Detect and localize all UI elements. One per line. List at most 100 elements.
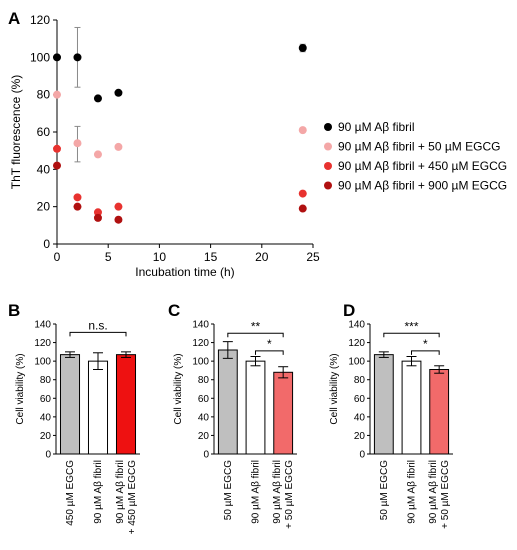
a-y-tick-label: 100 — [30, 50, 50, 64]
panel-label-c: C — [168, 301, 180, 320]
a-point-series-0 — [93, 94, 102, 103]
a-point-series-3 — [114, 215, 123, 224]
a-x-axis-label: Incubation time (h) — [135, 265, 234, 279]
b-y-tick-label: 0 — [45, 450, 51, 461]
d-significance-label-1: * — [423, 337, 428, 351]
a-point-series-3 — [298, 204, 307, 213]
a-legend-label-1: 90 µM Aβ fibril + 50 µM EGCG — [338, 140, 500, 154]
a-x-tick-label: 5 — [105, 250, 112, 264]
c-y-tick-label: 120 — [192, 338, 209, 349]
d-x-tick-label-line2: + 50 µM EGCG — [440, 460, 451, 529]
b-bar-0 — [59, 354, 81, 455]
a-point-series-1 — [73, 139, 82, 148]
a-y-axis-label: ThT fluorescence (%) — [9, 75, 23, 190]
d-y-tick-label: 140 — [348, 320, 365, 331]
b-y-tick-label: 120 — [34, 338, 51, 349]
d-y-tick-label: 60 — [354, 394, 366, 405]
panel-label-b: B — [8, 301, 20, 320]
a-legend-marker-2 — [324, 162, 332, 170]
a-x-tick-label: 10 — [153, 250, 167, 264]
d-x-tick-label-1: 90 µM Aβ fibril — [407, 460, 418, 524]
a-y-tick-label: 120 — [30, 13, 50, 27]
c-y-tick-label: 140 — [192, 320, 209, 331]
d-y-tick-label: 120 — [348, 338, 365, 349]
c-y-tick-label: 20 — [198, 431, 210, 442]
c-bar-2 — [273, 371, 294, 455]
c-bar-1 — [245, 360, 266, 455]
c-bar-0 — [217, 349, 238, 455]
c-y-tick-label: 60 — [198, 394, 210, 405]
c-y-tick-label: 40 — [198, 412, 210, 423]
b-significance-label-0: n.s. — [88, 318, 107, 332]
b-y-tick-label: 140 — [34, 320, 51, 331]
b-x-tick-label-2: 90 µM Aβ fibril+ 450 µM EGCG — [115, 460, 138, 535]
a-point-series-0 — [298, 44, 307, 52]
b-x-tick-label-line1: 90 µM Aβ fibril — [115, 460, 126, 524]
a-point-series-1 — [114, 142, 123, 151]
c-y-axis-label: Cell viability (%) — [173, 353, 184, 424]
a-legend-marker-3 — [324, 181, 332, 190]
b-x-tick-label-0: 450 µM EGCG — [65, 460, 76, 526]
d-bar-1 — [401, 360, 422, 455]
a-x-tick-label: 20 — [255, 250, 269, 264]
d-significance-bracket-1 — [411, 350, 440, 355]
a-point-series-1 — [93, 150, 102, 159]
d-x-tick-label-2: 90 µM Aβ fibril+ 50 µM EGCG — [428, 460, 451, 529]
d-bar-2 — [429, 369, 450, 455]
c-significance-bracket-0 — [227, 332, 284, 338]
c-x-tick-label-0: 50 µM EGCG — [223, 460, 234, 520]
a-point-series-0 — [53, 53, 61, 62]
a-point-series-3 — [93, 213, 102, 222]
c-significance-label-0: ** — [251, 319, 261, 333]
a-legend-marker-0 — [324, 123, 332, 131]
d-x-tick-label-0: 50 µM EGCG — [379, 460, 390, 520]
c-x-tick-label-2: 90 µM Aβ fibril+ 50 µM EGCG — [272, 460, 295, 529]
d-y-tick-label: 40 — [354, 412, 366, 423]
b-y-tick-label: 20 — [40, 431, 52, 442]
a-x-tick-label: 0 — [54, 250, 61, 264]
a-legend-label-3: 90 µM Aβ fibril + 900 µM EGCG — [338, 179, 507, 193]
d-y-tick-label: 80 — [354, 375, 366, 386]
b-bar-2 — [115, 354, 137, 455]
a-x-tick-label: 25 — [306, 250, 320, 264]
c-x-tick-label-line1: 90 µM Aβ fibril — [272, 460, 283, 524]
d-bar-0 — [373, 354, 394, 455]
a-y-tick-label: 0 — [43, 237, 50, 251]
b-y-tick-label: 80 — [40, 375, 52, 386]
b-bar-1 — [87, 360, 109, 455]
panel-label-d: D — [343, 301, 355, 320]
d-y-tick-label: 0 — [359, 450, 365, 461]
a-point-series-3 — [53, 161, 61, 170]
a-x-tick-label: 15 — [204, 250, 218, 264]
a-legend-label-0: 90 µM Aβ fibril — [338, 120, 415, 134]
c-significance-label-1: * — [267, 337, 272, 351]
d-significance-bracket-0 — [383, 332, 440, 338]
a-point-series-2 — [298, 189, 307, 198]
a-y-tick-label: 20 — [37, 200, 51, 214]
c-y-tick-label: 100 — [192, 357, 209, 368]
b-y-tick-label: 60 — [40, 394, 52, 405]
panel-label-a: A — [8, 9, 20, 28]
a-legend-label-2: 90 µM Aβ fibril + 450 µM EGCG — [338, 159, 507, 173]
a-point-series-2 — [53, 144, 61, 153]
b-x-tick-label-1: 90 µM Aβ fibril — [93, 460, 104, 524]
b-significance-bracket-0 — [69, 331, 127, 337]
a-point-series-0 — [114, 88, 123, 97]
c-y-tick-label: 0 — [203, 450, 209, 461]
a-point-series-2 — [114, 202, 123, 211]
a-point-series-2 — [93, 208, 102, 217]
c-y-tick-label: 80 — [198, 375, 210, 386]
d-significance-label-0: *** — [404, 319, 418, 333]
a-point-series-1 — [298, 126, 307, 135]
a-y-tick-label: 60 — [37, 125, 51, 139]
a-y-tick-label: 40 — [37, 162, 51, 176]
d-x-tick-label-line1: 90 µM Aβ fibril — [428, 460, 439, 524]
b-y-axis-label: Cell viability (%) — [15, 353, 26, 424]
a-point-series-2 — [73, 193, 82, 202]
d-y-tick-label: 100 — [348, 357, 365, 368]
a-point-series-1 — [53, 90, 61, 99]
c-x-tick-label-1: 90 µM Aβ fibril — [251, 460, 262, 524]
d-y-tick-label: 20 — [354, 431, 366, 442]
c-significance-bracket-1 — [255, 350, 284, 355]
